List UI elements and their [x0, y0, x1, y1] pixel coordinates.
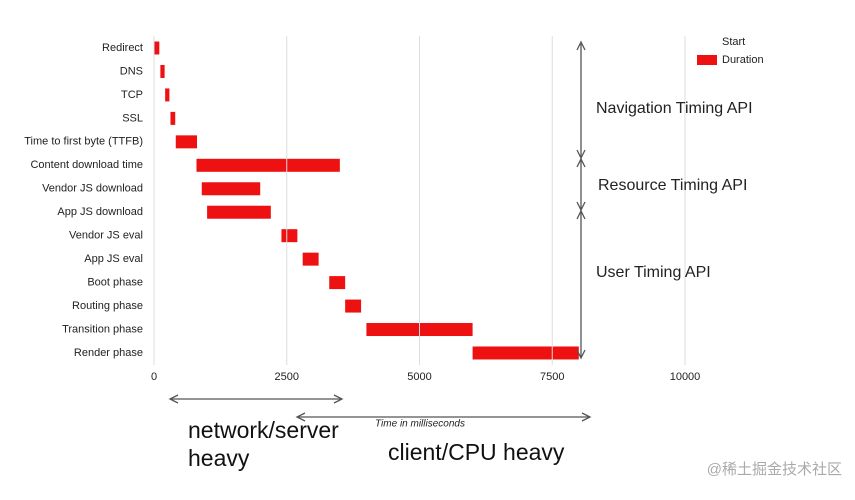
bar-segment — [154, 182, 202, 195]
bar-segment — [154, 346, 473, 359]
bar-segment — [154, 323, 366, 336]
y-tick-label: Content download time — [30, 159, 143, 171]
y-tick-label: TCP — [121, 89, 143, 101]
bar-segment — [329, 276, 346, 290]
bar-segment — [154, 112, 170, 125]
y-tick-label: SSL — [122, 112, 143, 124]
y-tick-label: Render phase — [74, 347, 143, 359]
y-tick-label: App JS eval — [84, 253, 143, 265]
api-label: Resource Timing API — [598, 177, 747, 194]
legend-label: Duration — [722, 54, 764, 66]
bar-segment — [154, 253, 303, 266]
legend-swatch — [697, 55, 717, 65]
bar-segment — [160, 64, 165, 78]
y-tick-label: Vendor JS eval — [69, 230, 143, 242]
x-tick-label: 10000 — [670, 371, 701, 383]
bar-segment — [175, 135, 198, 149]
x-axis-label: Time in milliseconds — [375, 419, 465, 430]
bar-segment — [154, 65, 160, 78]
api-label: Navigation Timing API — [596, 100, 753, 117]
bar-segment — [345, 299, 362, 313]
x-tick-label: 5000 — [407, 371, 431, 383]
y-tick-label: App JS download — [57, 206, 143, 218]
x-tick-label: 2500 — [275, 371, 299, 383]
bar-segment — [302, 252, 319, 266]
bar-segment — [154, 88, 165, 101]
bar-segment — [154, 229, 281, 242]
bar-segment — [472, 346, 579, 360]
y-tick-label: DNS — [120, 65, 143, 77]
y-tick-label: Transition phase — [62, 323, 143, 335]
bar-segment — [201, 182, 261, 196]
legend-label: Start — [722, 36, 745, 48]
api-label: User Timing API — [596, 264, 711, 281]
x-tick-label: 0 — [151, 371, 157, 383]
bar-segment — [196, 158, 340, 172]
bar-segment — [154, 159, 196, 172]
bar-segment — [170, 111, 176, 125]
bar-segment — [165, 88, 170, 102]
bar-segment — [154, 41, 160, 55]
bar-segment — [154, 135, 176, 148]
bar-segment — [154, 276, 329, 289]
x-tick-label: 7500 — [540, 371, 564, 383]
y-tick-label: Time to first byte (TTFB) — [24, 136, 143, 148]
y-tick-label: Routing phase — [72, 300, 143, 312]
phase-label: network/server heavy — [188, 417, 339, 471]
phase-label: client/CPU heavy — [388, 439, 565, 465]
y-tick-label: Boot phase — [87, 277, 143, 289]
bar-segment — [207, 205, 271, 219]
bar-segment — [154, 300, 345, 313]
arrows — [168, 40, 592, 422]
bar-segment — [281, 229, 298, 243]
bar-segment — [154, 206, 207, 219]
y-tick-label: Redirect — [102, 42, 143, 54]
y-tick-label: Vendor JS download — [42, 183, 143, 195]
watermark: @稀土掘金技术社区 — [707, 461, 842, 478]
